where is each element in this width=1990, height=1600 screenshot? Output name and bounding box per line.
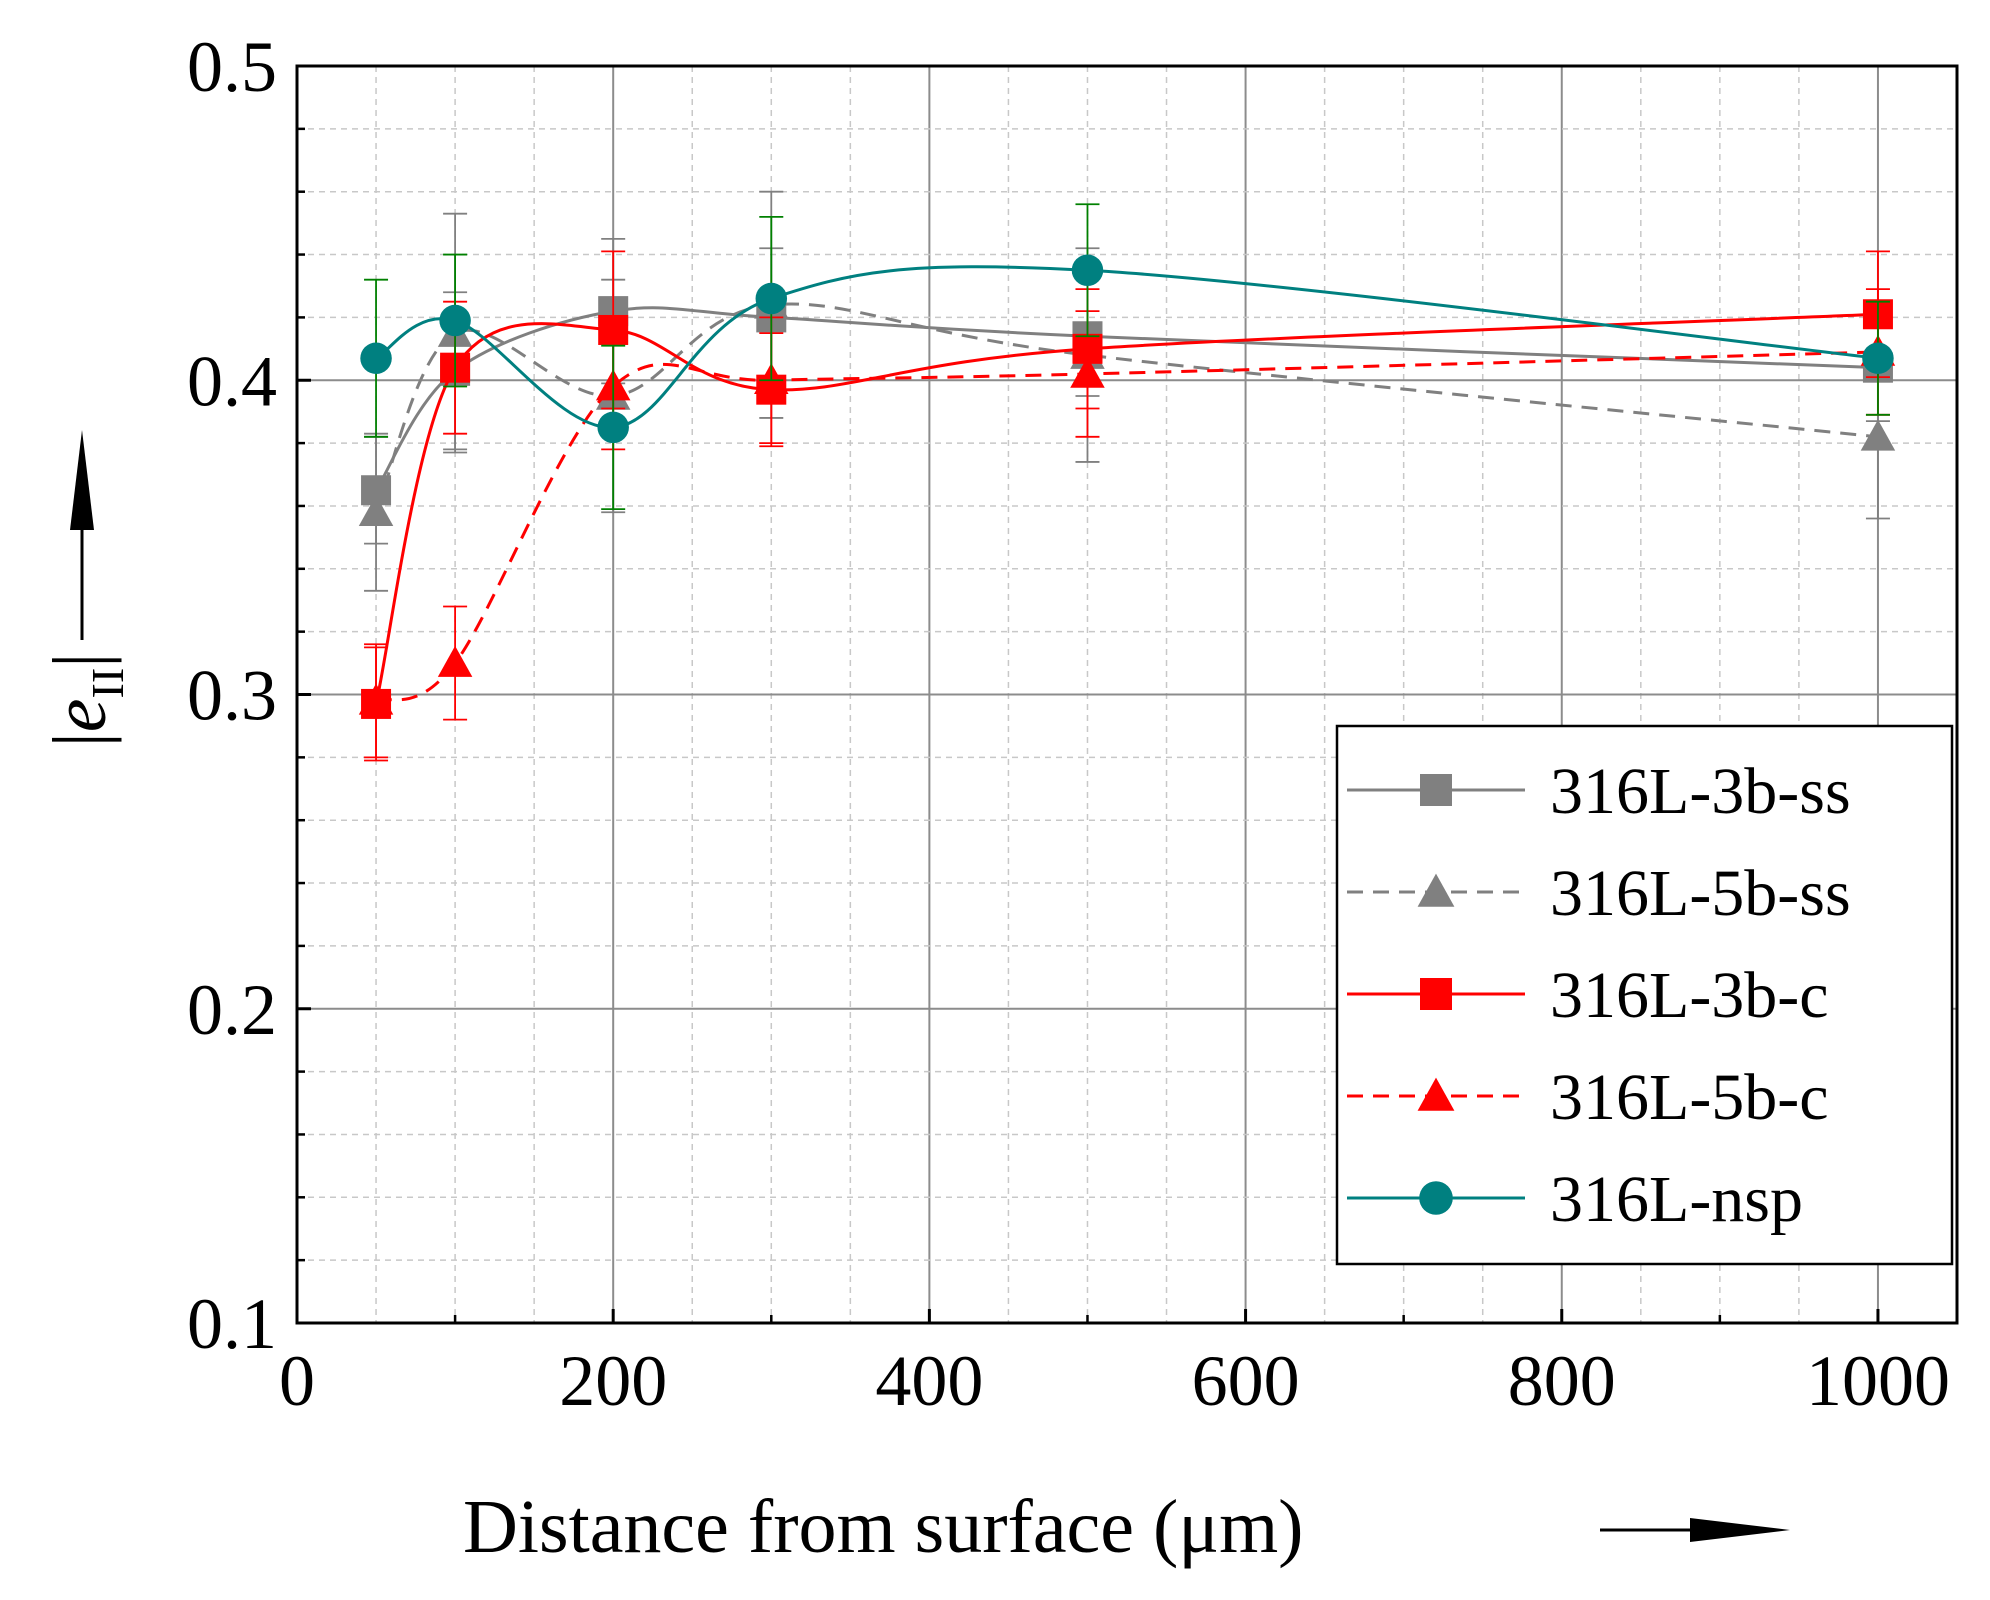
y-axis-arrow (70, 430, 94, 640)
legend-label: 316L-5b-ss (1550, 857, 1851, 930)
y-axis-bar-left: | (38, 732, 122, 747)
x-tick-label: 600 (1192, 1341, 1300, 1421)
y-tick-label: 0.5 (187, 27, 277, 107)
y-tick-label: 0.3 (187, 656, 277, 736)
y-axis-symbol: e (38, 698, 122, 732)
legend-item: 316L-3b-ss (1347, 755, 1851, 828)
legend-label: 316L-3b-ss (1550, 755, 1851, 828)
data-point (1860, 419, 1896, 451)
legend-label: 316L-3b-c (1550, 959, 1829, 1032)
legend-label: 316L-5b-c (1550, 1061, 1829, 1134)
legend-item: 316L-5b-c (1347, 1061, 1829, 1134)
legend: 316L-3b-ss 316L-5b-ss 316L-3b-c 316L-5b-c 31… (1335, 724, 1954, 1266)
legend-label: 316L-nsp (1550, 1163, 1803, 1236)
legend-item: 316L-5b-ss (1347, 857, 1851, 930)
series-layer (358, 190, 1896, 762)
series-316L-5b-ss (358, 190, 1896, 592)
data-point (360, 342, 392, 375)
legend-marker (1420, 978, 1452, 1010)
legend-marker (1420, 774, 1452, 806)
y-axis-subscript: II (82, 668, 133, 699)
svg-text:|eII|: |eII| (38, 653, 133, 748)
axis-ticks: 0 200 400 600 800 1000 0.1 0.2 0.3 0.4 0.5 (187, 27, 1950, 1421)
data-point (437, 645, 473, 677)
x-tick-label: 200 (559, 1341, 667, 1421)
y-axis-title: |eII| (38, 653, 133, 748)
x-tick-label: 400 (875, 1341, 983, 1421)
data-point (358, 494, 394, 527)
data-point (1862, 342, 1894, 375)
data-point (1070, 356, 1105, 388)
y-axis-bar-right: | (38, 653, 122, 668)
legend-marker (1417, 873, 1455, 907)
data-point (358, 683, 394, 715)
legend-marker (1419, 1181, 1453, 1215)
data-point (439, 304, 471, 337)
x-tick-label: 800 (1508, 1341, 1616, 1421)
y-tick-label: 0.2 (187, 970, 277, 1050)
legend-item: 316L-3b-c (1347, 959, 1829, 1032)
series-316L-nsp (360, 203, 1894, 510)
legend-item: 316L-nsp (1347, 1163, 1803, 1236)
data-point (1071, 254, 1104, 287)
y-tick-label: 0.4 (187, 341, 277, 421)
x-axis-arrow (1600, 1518, 1790, 1542)
data-point (755, 282, 788, 315)
y-tick-label: 0.1 (187, 1284, 277, 1364)
series-316L-3b-ss (361, 237, 1893, 545)
legend-marker (1417, 1077, 1455, 1111)
x-tick-label: 0 (279, 1341, 315, 1421)
x-tick-label: 1000 (1806, 1341, 1950, 1421)
x-axis-title: Distance from surface (μm) (463, 1485, 1304, 1569)
data-point (597, 411, 629, 444)
